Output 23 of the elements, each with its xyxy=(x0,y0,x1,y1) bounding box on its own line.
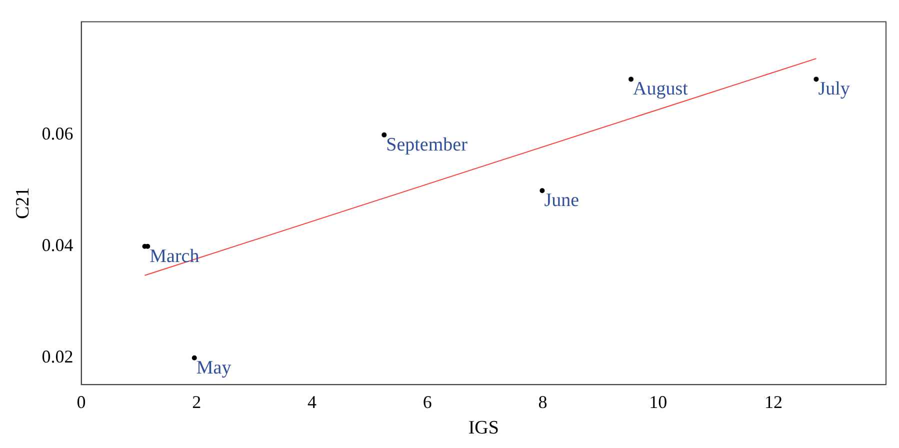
y-tick-label: 0.04 xyxy=(42,235,74,256)
annotation: July xyxy=(818,78,850,100)
annotation: June xyxy=(544,190,580,212)
y-axis-title: C21 xyxy=(12,187,34,220)
point xyxy=(814,76,819,82)
x-tick-label: 2 xyxy=(192,392,202,412)
x-tick-label: 10 xyxy=(649,392,668,412)
y-tick-label: 0.02 xyxy=(42,346,74,367)
point xyxy=(540,188,545,194)
y-tick-label: 0.06 xyxy=(42,124,74,144)
x-tick-label: 6 xyxy=(422,392,432,412)
annotation: September xyxy=(386,134,468,156)
annotation: August xyxy=(633,78,689,100)
point xyxy=(192,355,197,360)
x-tick-label: 12 xyxy=(764,392,783,412)
point xyxy=(628,76,634,82)
x-tick-label: 4 xyxy=(308,392,317,412)
x-tick-label: 0 xyxy=(76,392,86,412)
annotation: March xyxy=(150,246,200,267)
annotation: May xyxy=(196,357,232,378)
x-axis-title: IGS xyxy=(468,418,499,439)
point xyxy=(382,132,387,138)
x-tick-label: 8 xyxy=(538,392,548,412)
